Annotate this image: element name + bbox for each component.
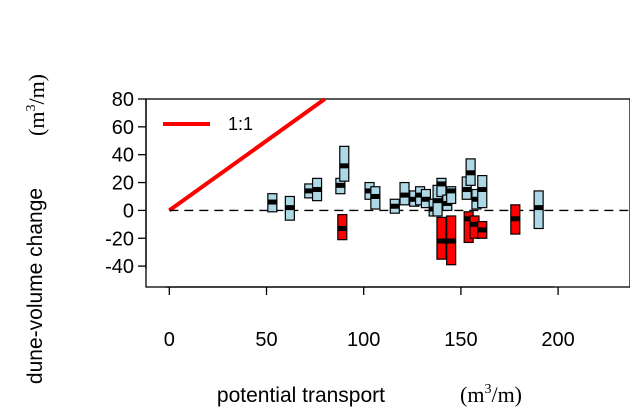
data-point	[415, 192, 425, 198]
x-axis: 0 50 100 150 200	[164, 286, 575, 351]
data-point	[421, 196, 431, 202]
data-point	[365, 188, 375, 194]
y-tick-label: -20	[105, 228, 134, 250]
range-box	[446, 186, 457, 205]
data-point	[477, 187, 487, 193]
range-box	[436, 177, 447, 198]
data-marks	[267, 145, 544, 266]
data-point	[370, 193, 380, 199]
y-tick-label: 80	[112, 89, 134, 111]
y-axis-title-group: dune-volume change (m3/m)	[24, 74, 49, 384]
data-point	[433, 198, 443, 204]
data-point	[390, 203, 400, 209]
y-tick-label: 20	[112, 173, 134, 195]
data-point	[534, 205, 544, 211]
range-box	[436, 216, 447, 260]
y-axis-title: dune-volume change	[24, 188, 47, 384]
y-tick-label: -40	[105, 256, 134, 278]
x-tick-label: 50	[255, 329, 277, 351]
data-point	[285, 205, 295, 211]
y-axis-unit: (m3/m)	[24, 74, 49, 136]
plot-frame	[145, 98, 630, 288]
y-tick-label: 60	[112, 117, 134, 139]
data-point	[400, 192, 410, 198]
data-point	[466, 170, 476, 176]
data-point	[446, 188, 456, 194]
data-point	[510, 216, 520, 222]
reference-line-1-1	[168, 97, 326, 213]
data-point	[267, 199, 277, 205]
data-point	[471, 196, 481, 202]
x-axis-unit: (m3/m)	[460, 382, 522, 407]
data-point	[335, 182, 345, 188]
data-point	[436, 238, 446, 244]
x-tick-label: 0	[164, 329, 175, 351]
data-point	[304, 188, 314, 194]
x-axis-title: potential transport	[217, 384, 385, 407]
data-point	[446, 238, 456, 244]
legend: 1:1	[163, 114, 253, 134]
data-point	[337, 226, 347, 232]
data-point	[469, 221, 479, 227]
data-point	[312, 187, 322, 193]
data-point	[436, 181, 446, 187]
legend-label: 1:1	[228, 114, 253, 134]
data-point	[409, 196, 419, 202]
data-point	[464, 216, 474, 222]
x-tick-label: 200	[541, 329, 574, 351]
y-axis: -40 -20 0 20 40 60 80	[105, 89, 147, 278]
y-tick-label: 40	[112, 145, 134, 167]
x-tick-label: 150	[444, 329, 477, 351]
y-tick-label: 0	[123, 200, 134, 222]
data-point	[462, 187, 472, 193]
data-point	[339, 163, 349, 169]
data-point	[477, 227, 487, 233]
x-tick-label: 100	[347, 329, 380, 351]
